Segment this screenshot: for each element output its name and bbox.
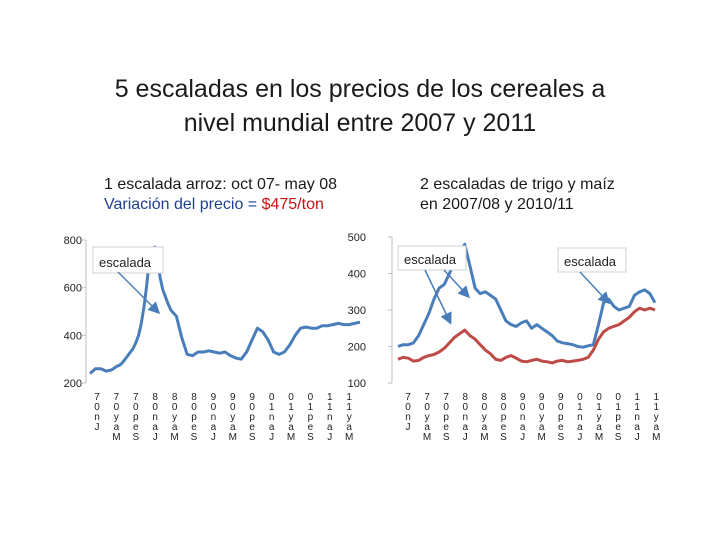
series-line-trigo [397,242,657,349]
y-tick-label: 300 [348,305,366,317]
rice-caption: 1 escalada arroz: oct 07- may 08 Variaci… [104,175,337,215]
escalada-label-box [397,245,467,271]
wheat-maize-caption: 2 escaladas de trigo y maíz en 2007/08 y… [420,175,615,215]
y-tick-label: 100 [348,378,366,390]
escalada-label: escalada [564,254,617,269]
wheat-maize-caption-line-1: 2 escaladas de trigo y maíz [420,176,615,193]
escalada-label-box [92,246,164,274]
rice-chart: 200 400 600 800 7 0 n J 7 0 y a M 7 0 p e S 8 0 n a J 8 0 y a M 8 0 p e… [64,235,361,443]
series-line-maz [397,306,656,365]
rice-price-change: $475/ton [261,196,324,213]
escalada-arrow [579,271,611,305]
slide-title-line-2: nivel mundial entre 2007 y 2011 [183,109,537,137]
escalada-arrow [443,269,471,299]
escalada-label-box [557,247,627,273]
escalada-label: escalada [99,255,152,270]
y-tick-label: 600 [64,283,82,295]
y-tick-label: 200 [348,342,366,354]
y-tick-label: 400 [64,330,82,342]
y-tick-label: 800 [64,235,82,247]
escalada-arrow [117,271,161,315]
slide-title-line-1: 5 escaladas en los precios de los cereal… [114,75,606,103]
wheat-maize-caption-line-2: en 2007/08 y 2010/11 [420,196,574,213]
y-tick-label: 500 [348,232,366,244]
escalada-label: escalada [404,252,457,267]
slide-title: 5 escaladas en los precios de los cereal… [60,72,660,140]
escalada-arrow [424,269,452,325]
rice-caption-prefix: Variación del precio = [104,196,262,213]
y-tick-label: 200 [64,378,82,390]
y-tick-label: 400 [348,269,366,281]
rice-caption-line-2: Variación del precio = $475/ton [104,195,337,215]
wheat-maize-chart: 100 200 300 400 500 7 0 n J 7 0 y a M 7 0 p e S 8 0 n a J 8 0 y a M 8… [348,232,661,443]
rice-caption-line-1: 1 escalada arroz: oct 07- may 08 [104,176,338,193]
series-line-arroz [89,245,361,375]
